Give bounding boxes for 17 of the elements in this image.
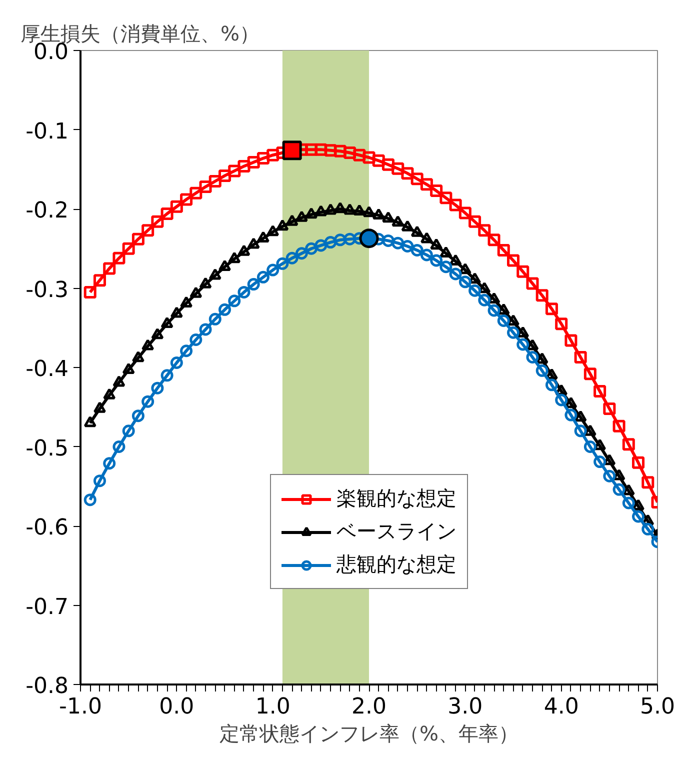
x-tick-label: 1.0 (255, 694, 290, 720)
x-tick-label: 2.0 (352, 694, 387, 720)
y-tick-label: -0.2 (26, 198, 69, 224)
y-tick-label: -0.7 (26, 594, 69, 620)
y-tick-label: -0.3 (26, 278, 69, 303)
y-tick-label: -0.5 (26, 436, 69, 462)
legend-label: 楽観的な想定 (336, 485, 456, 512)
y-tick-label: -0.4 (26, 357, 69, 382)
x-tick-label: 3.0 (448, 694, 483, 720)
y-tick-label: -0.1 (26, 119, 69, 144)
legend-label: 悲観的な想定 (336, 551, 456, 578)
x-tick-label: 0.0 (159, 694, 194, 720)
y-tick-label: -0.6 (26, 516, 69, 540)
legend-label: ベースライン (336, 518, 456, 545)
x-tick-label: 5.0 (640, 694, 676, 720)
x-tick-label: 4.0 (544, 694, 579, 720)
x-axis-title: 定常状態インフレ率（%、年率） (220, 722, 519, 746)
